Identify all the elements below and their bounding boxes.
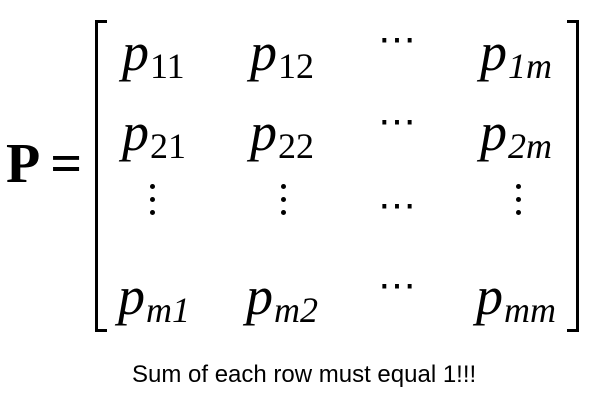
matrix-entry-pm1: pm1 [118,266,190,330]
matrix-entry-p22: p22 [250,102,314,166]
right-bracket [567,20,579,332]
horizontal-ellipsis: ⋯ [378,265,418,307]
equals-sign: = [50,133,83,195]
matrix-symbol: P [6,133,41,195]
matrix-entry-p1m: p1m [480,22,552,86]
horizontal-ellipsis: ⋯ [378,19,418,61]
matrix-entry-pm2: pm2 [246,266,318,330]
matrix-entry-p2m: p2m [480,102,552,166]
matrix-lhs: P = [6,132,82,196]
matrix-entry-pmm: pmm [476,266,556,330]
horizontal-ellipsis: ⋯ [378,101,418,143]
horizontal-ellipsis: ⋯ [378,185,418,227]
matrix-entry-p12: p12 [250,22,314,86]
left-bracket [95,20,107,332]
matrix-entry-p21: p21 [122,102,186,166]
matrix-entry-p11: p11 [122,22,185,86]
row-sum-note: Sum of each row must equal 1!!! [132,361,477,388]
